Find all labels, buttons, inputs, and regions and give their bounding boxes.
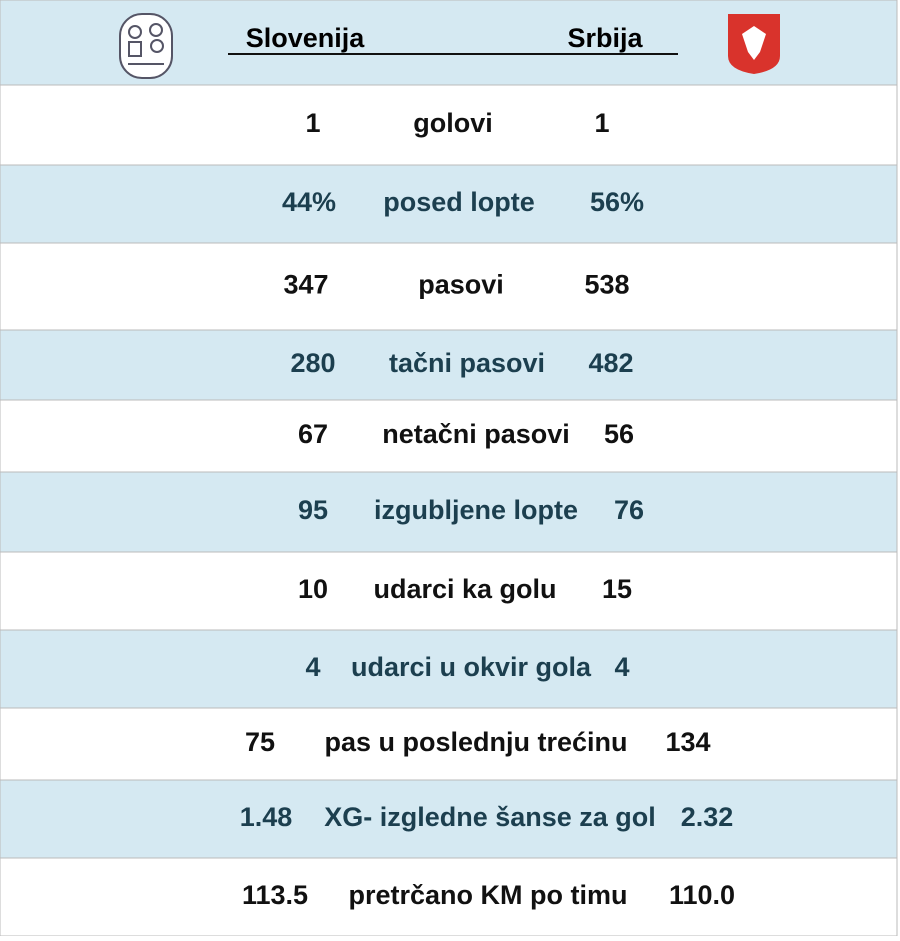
- stat-label: udarci u okvir gola: [351, 652, 592, 682]
- home-value: 67: [298, 419, 328, 449]
- stat-label: pasovi: [418, 270, 504, 300]
- home-value: 280: [290, 348, 335, 378]
- home-value: 1: [305, 108, 320, 138]
- home-value: 347: [283, 270, 328, 300]
- away-value: 4: [614, 652, 629, 682]
- stat-label: pas u poslednju trećinu: [324, 727, 627, 757]
- away-value: 134: [665, 727, 710, 757]
- home-value: 10: [298, 574, 328, 604]
- stat-label: izgubljene lopte: [374, 495, 578, 525]
- home-value: 75: [245, 727, 275, 757]
- home-value: 4: [305, 652, 320, 682]
- home-value: 44%: [282, 187, 336, 217]
- away-value: 76: [614, 495, 644, 525]
- home-value: 113.5: [242, 880, 308, 910]
- home-value: 1.48: [240, 802, 293, 832]
- stat-label: golovi: [413, 108, 493, 138]
- stat-label: netačni pasovi: [382, 419, 570, 449]
- home-value: 95: [298, 495, 328, 525]
- away-value: 15: [602, 574, 632, 604]
- stat-label: pretrčano KM po timu: [348, 880, 627, 910]
- away-value: 2.32: [681, 802, 734, 832]
- stat-label: udarci ka golu: [373, 574, 556, 604]
- stat-label: tačni pasovi: [389, 348, 545, 378]
- away-value: 1: [594, 108, 609, 138]
- away-value: 110.0: [669, 880, 735, 910]
- away-value: 538: [584, 270, 629, 300]
- away-team: Srbija: [567, 23, 643, 53]
- table-row: [0, 779, 898, 859]
- table-row: [0, 629, 898, 709]
- table-row: [0, 84, 898, 166]
- home-team: Slovenija: [246, 23, 366, 53]
- table-row: [0, 471, 898, 553]
- slovenia-logo: [119, 13, 173, 79]
- table-row: [0, 329, 898, 401]
- away-value: 482: [588, 348, 633, 378]
- table-row: [0, 164, 898, 244]
- table-row: [0, 399, 898, 473]
- away-value: 56%: [590, 187, 644, 217]
- serbia-logo: [728, 14, 780, 74]
- away-value: 56: [604, 419, 634, 449]
- table-row: [0, 857, 898, 937]
- stat-label: XG- izgledne šanse za gol: [324, 802, 656, 832]
- stat-label: posed lopte: [383, 187, 535, 217]
